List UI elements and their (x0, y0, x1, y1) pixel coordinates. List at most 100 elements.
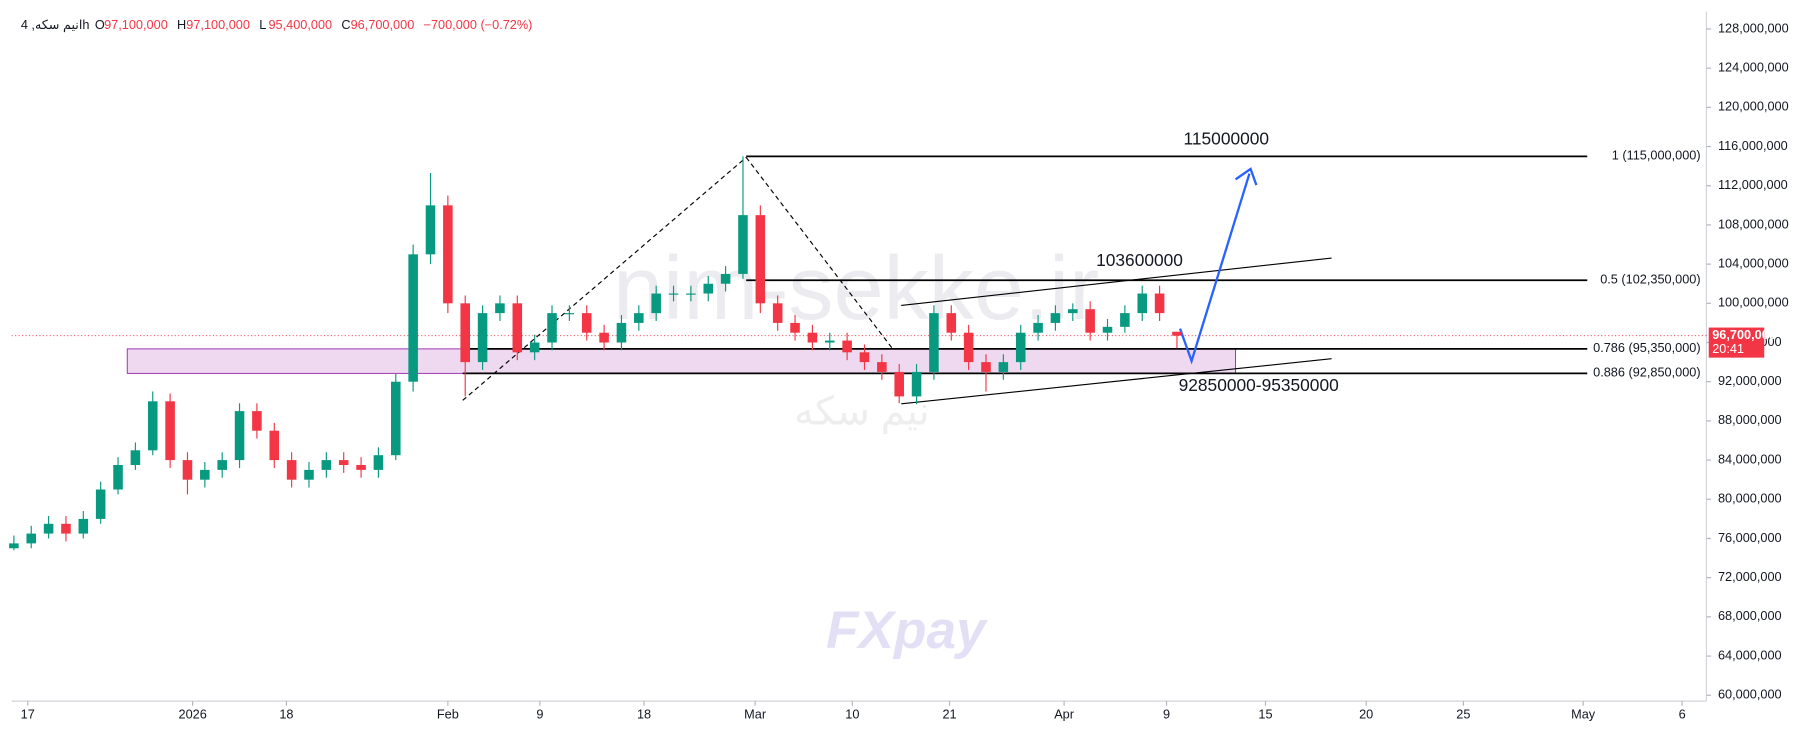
x-tick-label: 15 (1258, 706, 1272, 721)
arrow (1178, 173, 1251, 365)
candle-body (859, 352, 870, 363)
y-tick-label: 76,000,000 (1718, 530, 1782, 545)
candle-body (286, 460, 297, 480)
y-tick-label: 116,000,000 (1718, 138, 1788, 153)
candle-body (1120, 313, 1130, 327)
candle-body (720, 273, 731, 284)
candle-body (1085, 309, 1095, 333)
y-tick-label: 100,000,000 (1718, 295, 1789, 310)
x-tick-label: Apr (1054, 706, 1075, 721)
watermark: نیم سکه (794, 390, 930, 435)
candle-body (529, 342, 540, 353)
candle-body (165, 401, 175, 461)
candle-body (894, 371, 904, 397)
fib-label: 0.886 (92,850,000) (1593, 365, 1701, 380)
y-tick-label: 68,000,000 (1718, 608, 1782, 623)
x-tick-label: 18 (279, 706, 293, 721)
candle-body (373, 455, 384, 470)
candle-body (790, 322, 800, 333)
price-badge-time: 20:41 (1712, 341, 1744, 356)
candle-body (807, 332, 818, 343)
y-tick-label: 72,000,000 (1718, 569, 1782, 584)
candle-body (634, 313, 644, 323)
candle-body (1015, 332, 1026, 363)
annotation: 103600000 (1096, 250, 1183, 270)
ohlc-value: 95,400,000 (268, 17, 332, 32)
fib-label: 1 (115,000,000) (1612, 148, 1701, 163)
ohlc-label: O (95, 17, 105, 32)
candle-body (1137, 293, 1148, 314)
candle-body (651, 293, 661, 314)
price-badge-label: 96,700,000 (1712, 327, 1776, 342)
drawing-line (901, 257, 1332, 307)
x-tick-label: 17 (21, 706, 35, 721)
y-tick-label: 64,000,000 (1718, 647, 1782, 662)
candle-body (599, 332, 609, 343)
candle-body (443, 205, 453, 304)
arrow-head (1234, 167, 1258, 186)
candle-body (43, 523, 54, 534)
candle-body (1068, 309, 1078, 314)
candle-body (547, 313, 557, 343)
candle-body (842, 340, 852, 353)
support-zone (126, 348, 1237, 374)
y-tick-label: 88,000,000 (1718, 412, 1782, 427)
candle-body (616, 322, 627, 343)
candle-body (981, 362, 991, 372)
candle-body (1102, 326, 1113, 333)
candle-body (668, 293, 679, 295)
ohlc-value: 97,100,000 (104, 17, 168, 32)
candle-body (78, 518, 89, 534)
x-tick-label: 10 (845, 706, 859, 721)
candle-body (1172, 331, 1182, 336)
x-tick-label: May (1571, 706, 1596, 721)
ohlc-label: C (341, 17, 350, 32)
x-tick-label: 20 (1359, 706, 1373, 721)
watermark-layer: nim-sekke.ir نیم سکه FXpay (613, 238, 1099, 660)
x-tick-label: 9 (536, 706, 543, 721)
drawing-line (462, 156, 747, 401)
candle-body (512, 303, 523, 353)
candle-body (391, 381, 401, 456)
candle-body (217, 460, 227, 470)
candle-body (113, 464, 123, 490)
candle-body (564, 313, 575, 315)
ohlc-value: 96,700,000 (351, 17, 415, 32)
y-tick-label: 124,000,000 (1718, 60, 1789, 75)
legend-header: انیم سکه, 4h (21, 17, 90, 33)
x-tick-label: Feb (437, 706, 459, 721)
y-tick-label: 80,000,000 (1718, 491, 1782, 506)
candle-body (9, 543, 19, 549)
candle-body (356, 464, 366, 470)
candle-body (460, 303, 470, 363)
y-tick-label: 128,000,000 (1718, 20, 1789, 35)
annotation: 92850000-95350000 (1179, 375, 1339, 395)
y-tick-label: 60,000,000 (1718, 687, 1782, 702)
candle-body (824, 340, 835, 343)
candle-body (738, 215, 748, 274)
watermark: nim-sekke.ir (613, 238, 1099, 339)
candle-body (252, 411, 262, 431)
candle-body (1033, 322, 1043, 333)
ohlc-value: 97,100,000 (186, 17, 250, 32)
candle-body (425, 205, 436, 255)
candle-body (686, 293, 696, 295)
fib-label: 0.786 (95,350,000) (1593, 340, 1701, 355)
candle-body (304, 469, 314, 480)
ohlc-label: H (177, 17, 186, 32)
candle-body (495, 303, 505, 314)
y-tick-label: 120,000,000 (1718, 99, 1789, 114)
candle-body (772, 303, 783, 323)
candle-body (182, 460, 193, 480)
y-tick-label: 104,000,000 (1718, 255, 1789, 270)
candle-body (946, 313, 957, 333)
candle-body (200, 469, 210, 480)
y-tick-label: 92,000,000 (1718, 373, 1782, 388)
candle-body (1050, 313, 1061, 323)
x-tick-label: 6 (1679, 706, 1686, 721)
candle-body (26, 533, 37, 544)
price-badge (1708, 327, 1765, 358)
candle-body (408, 254, 418, 382)
